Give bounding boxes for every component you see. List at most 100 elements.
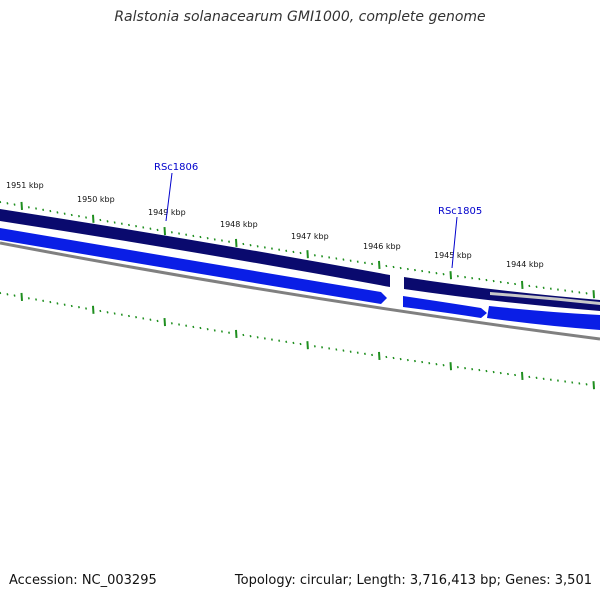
- ruler-minor-tick: [99, 309, 102, 313]
- ruler-minor-tick: [42, 299, 45, 302]
- ruler-minor-tick: [113, 221, 116, 224]
- ruler-minor-tick: [363, 261, 366, 264]
- ruler-minor-tick: [220, 239, 223, 242]
- ruler-minor-tick: [514, 373, 517, 377]
- ruler-major-tick: [306, 250, 309, 259]
- ruler-minor-tick: [406, 267, 409, 271]
- ruler-minor-tick: [421, 269, 424, 273]
- ruler-minor-tick: [292, 341, 295, 345]
- ruler-minor-tick: [242, 242, 245, 246]
- inner-tick-ruler: [0, 291, 600, 390]
- ruler-minor-tick: [278, 248, 281, 251]
- ruler-minor-tick: [249, 335, 252, 338]
- ruler-minor-tick: [363, 352, 366, 355]
- ruler-minor-tick: [371, 262, 374, 266]
- ruler-minor-tick: [242, 333, 245, 337]
- ruler-minor-tick: [113, 312, 116, 315]
- ruler-minor-tick: [556, 379, 559, 382]
- ruler-minor-tick: [77, 215, 80, 218]
- ruler-minor-tick: [13, 294, 16, 297]
- ruler-major-tick: [378, 351, 381, 360]
- ruler-major-tick: [235, 329, 238, 338]
- ruler-minor-tick: [421, 360, 424, 364]
- ruler-minor-tick: [6, 202, 9, 205]
- ruler-minor-tick: [471, 277, 474, 280]
- ruler-minor-tick: [456, 366, 459, 369]
- ruler-minor-tick: [549, 287, 552, 290]
- ruler-minor-tick: [342, 258, 345, 261]
- gene-label-rsc1806[interactable]: RSc1806: [154, 162, 198, 173]
- ruler-minor-tick: [85, 216, 88, 219]
- ruler-minor-tick: [528, 284, 531, 288]
- ruler-minor-tick: [349, 350, 352, 353]
- ruler-minor-tick: [99, 218, 102, 222]
- ruler-major-tick: [306, 341, 309, 350]
- ruler-minor-tick: [471, 368, 474, 371]
- ruler-minor-tick: [285, 340, 288, 343]
- ruler-minor-tick: [35, 298, 38, 301]
- ruler-minor-tick: [6, 293, 9, 296]
- ruler-minor-tick: [63, 303, 66, 306]
- ruler-minor-tick: [506, 372, 509, 376]
- forward-gene-rsc1806[interactable]: [0, 209, 390, 287]
- gene-label-rsc1805[interactable]: RSc1805: [438, 206, 482, 217]
- ruler-major-tick: [521, 371, 524, 380]
- ruler-minor-tick: [70, 304, 73, 308]
- ruler-label: 1951 kbp: [6, 181, 44, 190]
- ruler-minor-tick: [464, 367, 467, 370]
- ruler-minor-tick: [542, 286, 545, 289]
- ruler-minor-tick: [542, 377, 545, 380]
- ruler-minor-tick: [478, 277, 481, 281]
- ruler-minor-tick: [278, 339, 281, 342]
- ruler-major-tick: [449, 362, 452, 371]
- gene-leader-line: [451, 216, 458, 269]
- ruler-major-tick: [92, 305, 95, 314]
- ruler-major-tick: [521, 280, 524, 289]
- ruler-minor-tick: [213, 238, 216, 241]
- ruler-minor-tick: [199, 235, 202, 239]
- ruler-minor-tick: [499, 280, 502, 284]
- reverse-gene-2[interactable]: [403, 296, 487, 318]
- ruler-minor-tick: [120, 222, 123, 225]
- ruler-minor-tick: [478, 368, 481, 372]
- ruler-minor-tick: [0, 291, 2, 295]
- ruler-minor-tick: [564, 289, 567, 292]
- ruler-minor-tick: [413, 268, 416, 272]
- ruler-minor-tick: [149, 318, 152, 321]
- reverse-gene-1[interactable]: [0, 228, 387, 304]
- ruler-minor-tick: [556, 288, 559, 291]
- ruler-minor-tick: [56, 302, 59, 305]
- ruler-minor-tick: [106, 311, 109, 314]
- ruler-minor-tick: [263, 337, 266, 340]
- ruler-minor-tick: [206, 237, 209, 240]
- ruler-minor-tick: [127, 314, 130, 318]
- ruler-minor-tick: [256, 336, 259, 339]
- ruler-minor-tick: [263, 246, 266, 249]
- ruler-minor-tick: [178, 232, 181, 235]
- ruler-minor-tick: [85, 307, 88, 310]
- ruler-minor-tick: [70, 213, 73, 217]
- ruler-major-tick: [20, 292, 23, 301]
- ruler-minor-tick: [399, 357, 402, 361]
- ruler-major-tick: [592, 290, 595, 299]
- ruler-minor-tick: [63, 212, 66, 215]
- ruler-minor-tick: [0, 200, 2, 204]
- ruler-minor-tick: [27, 206, 30, 209]
- ruler-minor-tick: [385, 264, 388, 268]
- ruler-minor-tick: [185, 233, 188, 236]
- ruler-major-tick: [163, 318, 166, 327]
- ruler-major-tick: [92, 214, 95, 223]
- ruler-minor-tick: [313, 345, 316, 348]
- ruler-minor-tick: [506, 281, 509, 285]
- ruler-minor-tick: [206, 328, 209, 331]
- ruler-major-tick: [378, 260, 381, 269]
- ruler-minor-tick: [435, 363, 438, 366]
- ruler-minor-tick: [335, 348, 338, 351]
- ruler-minor-tick: [256, 245, 259, 248]
- ruler-minor-tick: [185, 324, 188, 327]
- genome-backbone: [0, 241, 600, 341]
- reverse-gene-3[interactable]: [487, 306, 600, 330]
- ruler-minor-tick: [27, 297, 30, 300]
- ruler-minor-tick: [213, 329, 216, 332]
- ruler-label: 1946 kbp: [363, 242, 401, 251]
